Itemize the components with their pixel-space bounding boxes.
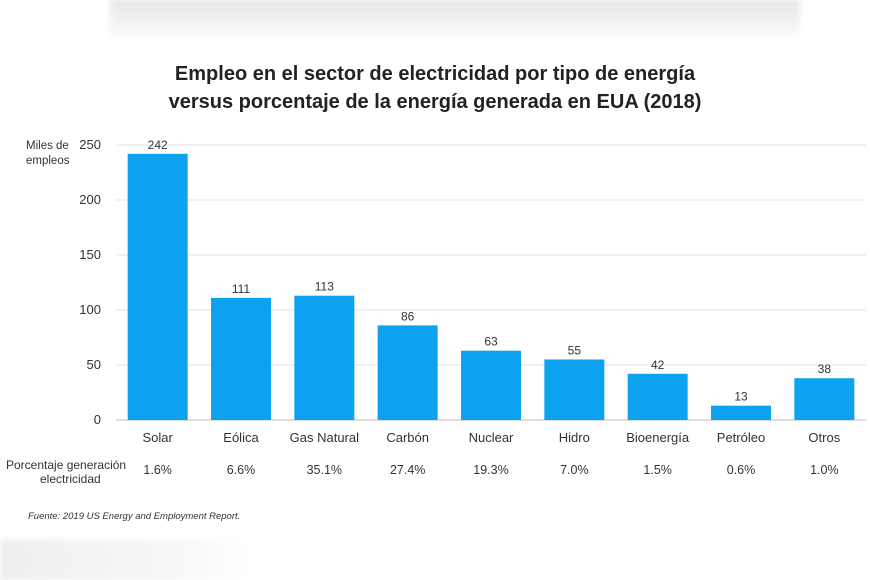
y-axis-ticks: 0 50 100 150 200 250 bbox=[79, 137, 101, 427]
percent-value: 1.6% bbox=[143, 463, 172, 477]
percent-value: 6.6% bbox=[227, 463, 256, 477]
source-note: Fuente: 2019 US Energy and Employment Re… bbox=[28, 511, 241, 522]
bar-value-label: 38 bbox=[818, 362, 832, 376]
y-tick-label: 100 bbox=[79, 302, 101, 317]
bar-value-label: 13 bbox=[734, 390, 748, 404]
y-tick-label: 50 bbox=[87, 357, 101, 372]
bar-bioenergía bbox=[627, 373, 688, 420]
bar-nuclear bbox=[461, 350, 521, 420]
bar-otros bbox=[794, 378, 855, 420]
category-label: Nuclear bbox=[469, 430, 514, 445]
bar-value-label: 113 bbox=[315, 280, 334, 294]
percent-value: 19.3% bbox=[473, 463, 508, 477]
bar-value-label: 242 bbox=[148, 138, 168, 152]
percent-value: 7.0% bbox=[560, 463, 589, 477]
bar-value-label: 55 bbox=[568, 344, 582, 358]
bar-carbón bbox=[377, 325, 438, 420]
y-axis-label-line-2: empleos bbox=[26, 155, 70, 167]
percent-value: 1.5% bbox=[643, 463, 672, 477]
chart-title: Empleo en el sector de electricidad por … bbox=[0, 60, 870, 116]
bar-eólica bbox=[211, 297, 271, 420]
category-label: Gas Natural bbox=[290, 430, 359, 445]
bars bbox=[127, 153, 855, 421]
category-label: Carbón bbox=[386, 430, 429, 445]
category-labels: Solar Eólica Gas Natural Carbón Nuclear Hidro… bbox=[142, 430, 840, 445]
y-tick-label: 150 bbox=[79, 247, 101, 262]
bar-hidro bbox=[544, 359, 605, 420]
category-label: Petróleo bbox=[717, 430, 765, 445]
percent-row-label-line-1: Porcentaje generación bbox=[6, 458, 126, 472]
percent-row-label-line-2: electricidad bbox=[40, 472, 101, 486]
percent-row-values: 1.6% 6.6% 35.1% 27.4% 19.3% 7.0% 1.5% 0.6% 1.0% bbox=[143, 463, 838, 477]
category-label: Bioenergía bbox=[626, 430, 690, 445]
y-tick-label: 0 bbox=[94, 412, 101, 427]
chart-title-line-1: Empleo en el sector de electricidad por … bbox=[174, 63, 696, 85]
bar-gas-natural bbox=[294, 295, 355, 420]
y-tick-label: 200 bbox=[79, 192, 101, 207]
bar-petróleo bbox=[711, 405, 771, 420]
bar-value-label: 63 bbox=[484, 335, 498, 349]
bar-value-label: 111 bbox=[232, 282, 251, 296]
bar-value-label: 42 bbox=[651, 358, 665, 372]
y-tick-label: 250 bbox=[79, 137, 101, 152]
percent-value: 35.1% bbox=[307, 463, 342, 477]
category-label: Solar bbox=[142, 430, 173, 445]
bar-value-label: 86 bbox=[401, 309, 415, 323]
top-blur-band bbox=[110, 0, 800, 40]
chart-title-line-2: versus porcentaje de la energía generada… bbox=[168, 91, 702, 113]
percent-value: 27.4% bbox=[390, 463, 425, 477]
percent-value: 0.6% bbox=[727, 463, 756, 477]
category-label: Hidro bbox=[559, 430, 590, 445]
bottom-blur-band bbox=[0, 540, 250, 580]
y-axis-label-line-1: Miles de bbox=[26, 140, 69, 152]
bar-solar bbox=[127, 153, 188, 421]
category-label: Eólica bbox=[223, 430, 259, 445]
value-labels: 242 111 113 86 63 55 42 13 38 bbox=[148, 138, 832, 404]
percent-value: 1.0% bbox=[810, 463, 839, 477]
category-label: Otros bbox=[808, 430, 840, 445]
